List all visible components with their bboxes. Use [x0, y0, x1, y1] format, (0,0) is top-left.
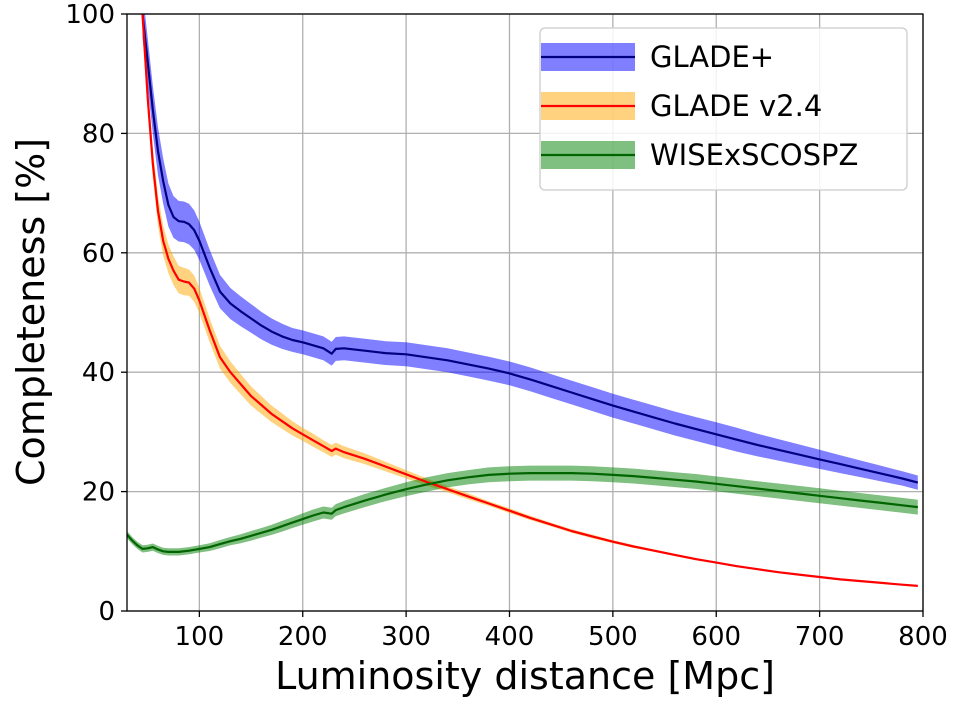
plot-frame — [126, 13, 924, 612]
uncertainty-bands — [127, 14, 918, 587]
x-tick-label: 400 — [485, 622, 535, 652]
y-tick-label: 80 — [82, 119, 115, 149]
glade-v2-4-legend-label: GLADE v2.4 — [650, 89, 822, 123]
x-tick-label: 100 — [175, 622, 225, 652]
legend: GLADE+ GLADE v2.4 WISExSCOSPZ — [539, 27, 908, 191]
x-tick-label: 300 — [381, 622, 431, 652]
y-tick-label: 100 — [65, 0, 115, 30]
x-tick-label: 800 — [898, 622, 948, 652]
x-tick-label: 500 — [588, 622, 638, 652]
x-tick-label: 200 — [278, 622, 328, 652]
y-axis-label: Completeness [%] — [9, 138, 53, 486]
glade-v2-4-uncertainty-band — [142, 14, 918, 587]
x-tick-label: 600 — [691, 622, 741, 652]
y-tick-label: 40 — [82, 358, 115, 388]
series-lines — [127, 14, 919, 587]
wisexscospz-uncertainty-band — [127, 465, 918, 556]
wisexscospz-line — [127, 472, 918, 553]
x-tick-label: 700 — [795, 622, 845, 652]
y-tick-label: 0 — [98, 597, 115, 627]
glade-v2-4-line — [141, 14, 918, 587]
glade-line — [141, 14, 919, 484]
glade-legend-label: GLADE+ — [650, 40, 774, 74]
y-tick-label: 20 — [82, 478, 115, 508]
x-axis-label: Luminosity distance [Mpc] — [275, 654, 775, 698]
wisexscospz-legend-label: WISExSCOSPZ — [650, 138, 858, 172]
y-tick-label: 60 — [82, 239, 115, 269]
axis-ticks: 100 200 300 400 500 600 700 800 0 20 40 60 80 100 — [65, 0, 947, 652]
